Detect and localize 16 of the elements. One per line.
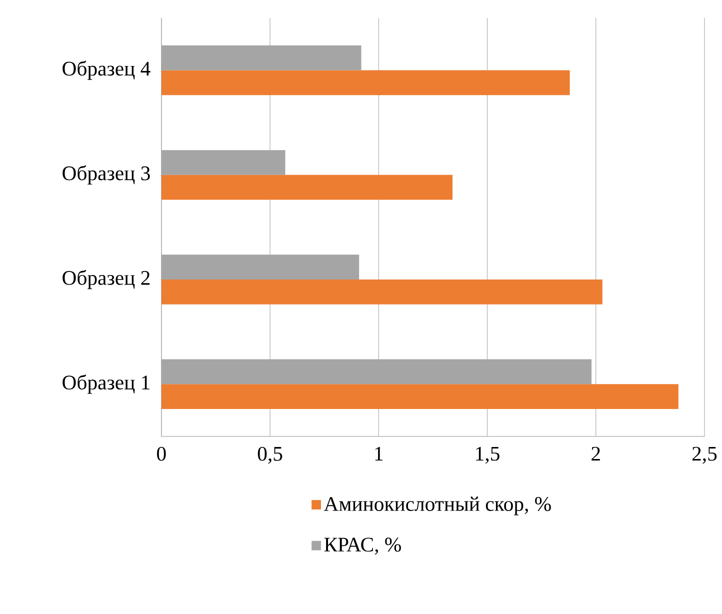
x-tick-label: 2,5: [692, 446, 717, 464]
x-tick-label: 0,5: [258, 446, 282, 464]
legend-label: Аминокислотный скор, %: [324, 496, 551, 516]
y-tick-label: Образец 2: [62, 270, 150, 290]
x-tick-label: 1,5: [476, 446, 500, 464]
bar: [161, 174, 453, 200]
legend-label: КРАС, %: [324, 538, 401, 555]
y-tick-label: Образец 4: [62, 60, 150, 80]
bar: [161, 384, 678, 410]
x-tick-label: 1: [375, 446, 383, 461]
y-tick-label: Образец 3: [62, 165, 150, 185]
x-tick-label: 2: [592, 446, 600, 461]
bar: [161, 280, 602, 304]
y-tick-label: Образец 1: [62, 374, 150, 394]
x-tick-label: 0: [157, 446, 166, 461]
bar: [161, 70, 570, 96]
